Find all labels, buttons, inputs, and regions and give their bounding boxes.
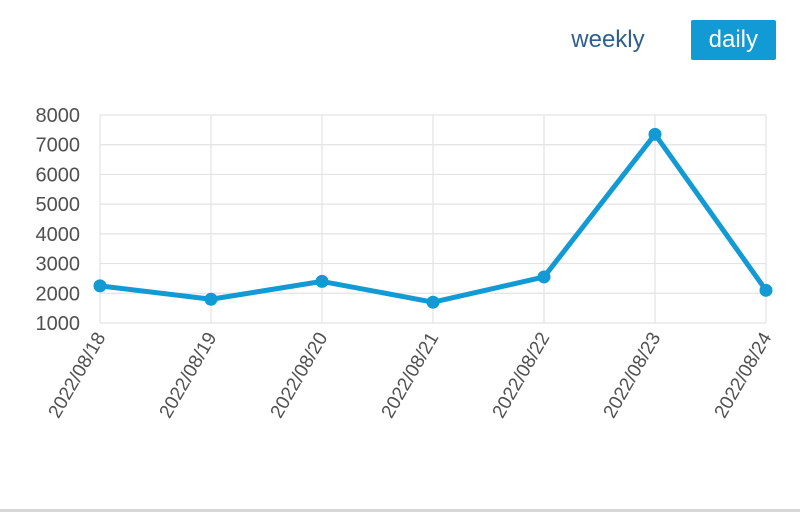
x-tick-label: 2022/08/20 bbox=[267, 329, 333, 422]
data-point bbox=[315, 274, 329, 288]
y-tick-label: 8000 bbox=[36, 105, 81, 127]
data-point bbox=[93, 279, 107, 293]
y-tick-label: 3000 bbox=[36, 254, 81, 276]
y-tick-label: 6000 bbox=[36, 164, 81, 186]
y-tick-label: 7000 bbox=[36, 135, 81, 157]
grid-layer bbox=[99, 114, 767, 324]
data-point bbox=[537, 270, 551, 284]
x-tick-label: 2022/08/23 bbox=[600, 329, 666, 422]
period-toggle-group: weekly daily bbox=[553, 20, 776, 60]
data-point bbox=[426, 295, 440, 309]
daily-button[interactable]: daily bbox=[690, 20, 776, 60]
y-tick-label: 2000 bbox=[36, 283, 81, 305]
x-tick-label: 2022/08/18 bbox=[45, 329, 111, 422]
x-tick-label: 2022/08/24 bbox=[711, 329, 777, 422]
y-tick-label: 4000 bbox=[36, 224, 81, 246]
data-point bbox=[759, 283, 773, 297]
data-point bbox=[648, 127, 662, 141]
bottom-divider bbox=[0, 509, 800, 512]
y-tick-label: 5000 bbox=[36, 194, 81, 216]
y-tick-label: 1000 bbox=[36, 313, 81, 335]
data-point bbox=[204, 292, 218, 306]
weekly-button[interactable]: weekly bbox=[553, 20, 662, 60]
x-tick-label: 2022/08/21 bbox=[378, 329, 444, 422]
x-tick-label: 2022/08/22 bbox=[489, 329, 555, 422]
x-tick-label: 2022/08/19 bbox=[156, 329, 222, 422]
series-layer bbox=[93, 127, 773, 309]
